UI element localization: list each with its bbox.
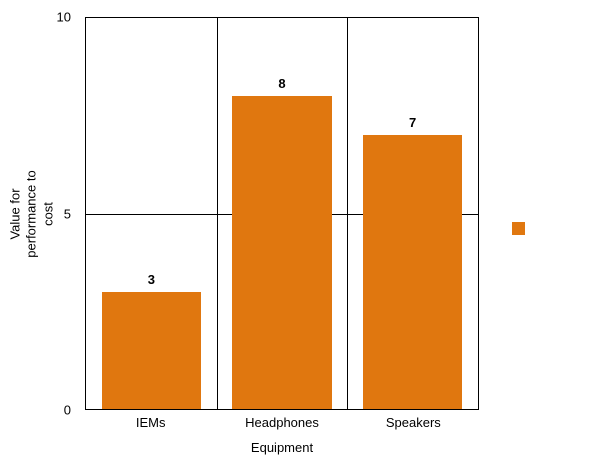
legend-swatch [512,222,525,235]
x-axis-title: Equipment [250,440,314,455]
plot-area: 3 8 7 [85,17,479,410]
y-axis-ticks: 0 5 10 [0,10,79,418]
x-tick-label-headphones: Headphones [245,415,319,430]
bar-slot-iems: 3 [86,18,217,409]
x-axis-labels: IEMs Headphones Speakers [85,415,479,431]
y-tick-label-5: 5 [63,206,71,221]
bar-value-label-headphones: 8 [278,76,286,92]
bar-value-label-speakers: 7 [409,115,417,131]
bar-slot-headphones: 8 [217,18,348,409]
legend [512,222,525,235]
bar-iems [101,291,201,409]
bar-headphones [232,96,332,409]
gridline-x-2 [347,18,349,409]
x-tick-label-iems: IEMs [135,415,166,430]
y-tick-label-0: 0 [63,402,71,418]
bar-value-label-iems: 3 [147,271,155,287]
bar-slot-speakers: 7 [347,18,478,409]
bar-speakers [363,135,463,409]
gridline-x-1 [216,18,218,409]
y-tick-label-10: 10 [56,9,71,25]
x-tick-label-speakers: Speakers [385,415,441,430]
